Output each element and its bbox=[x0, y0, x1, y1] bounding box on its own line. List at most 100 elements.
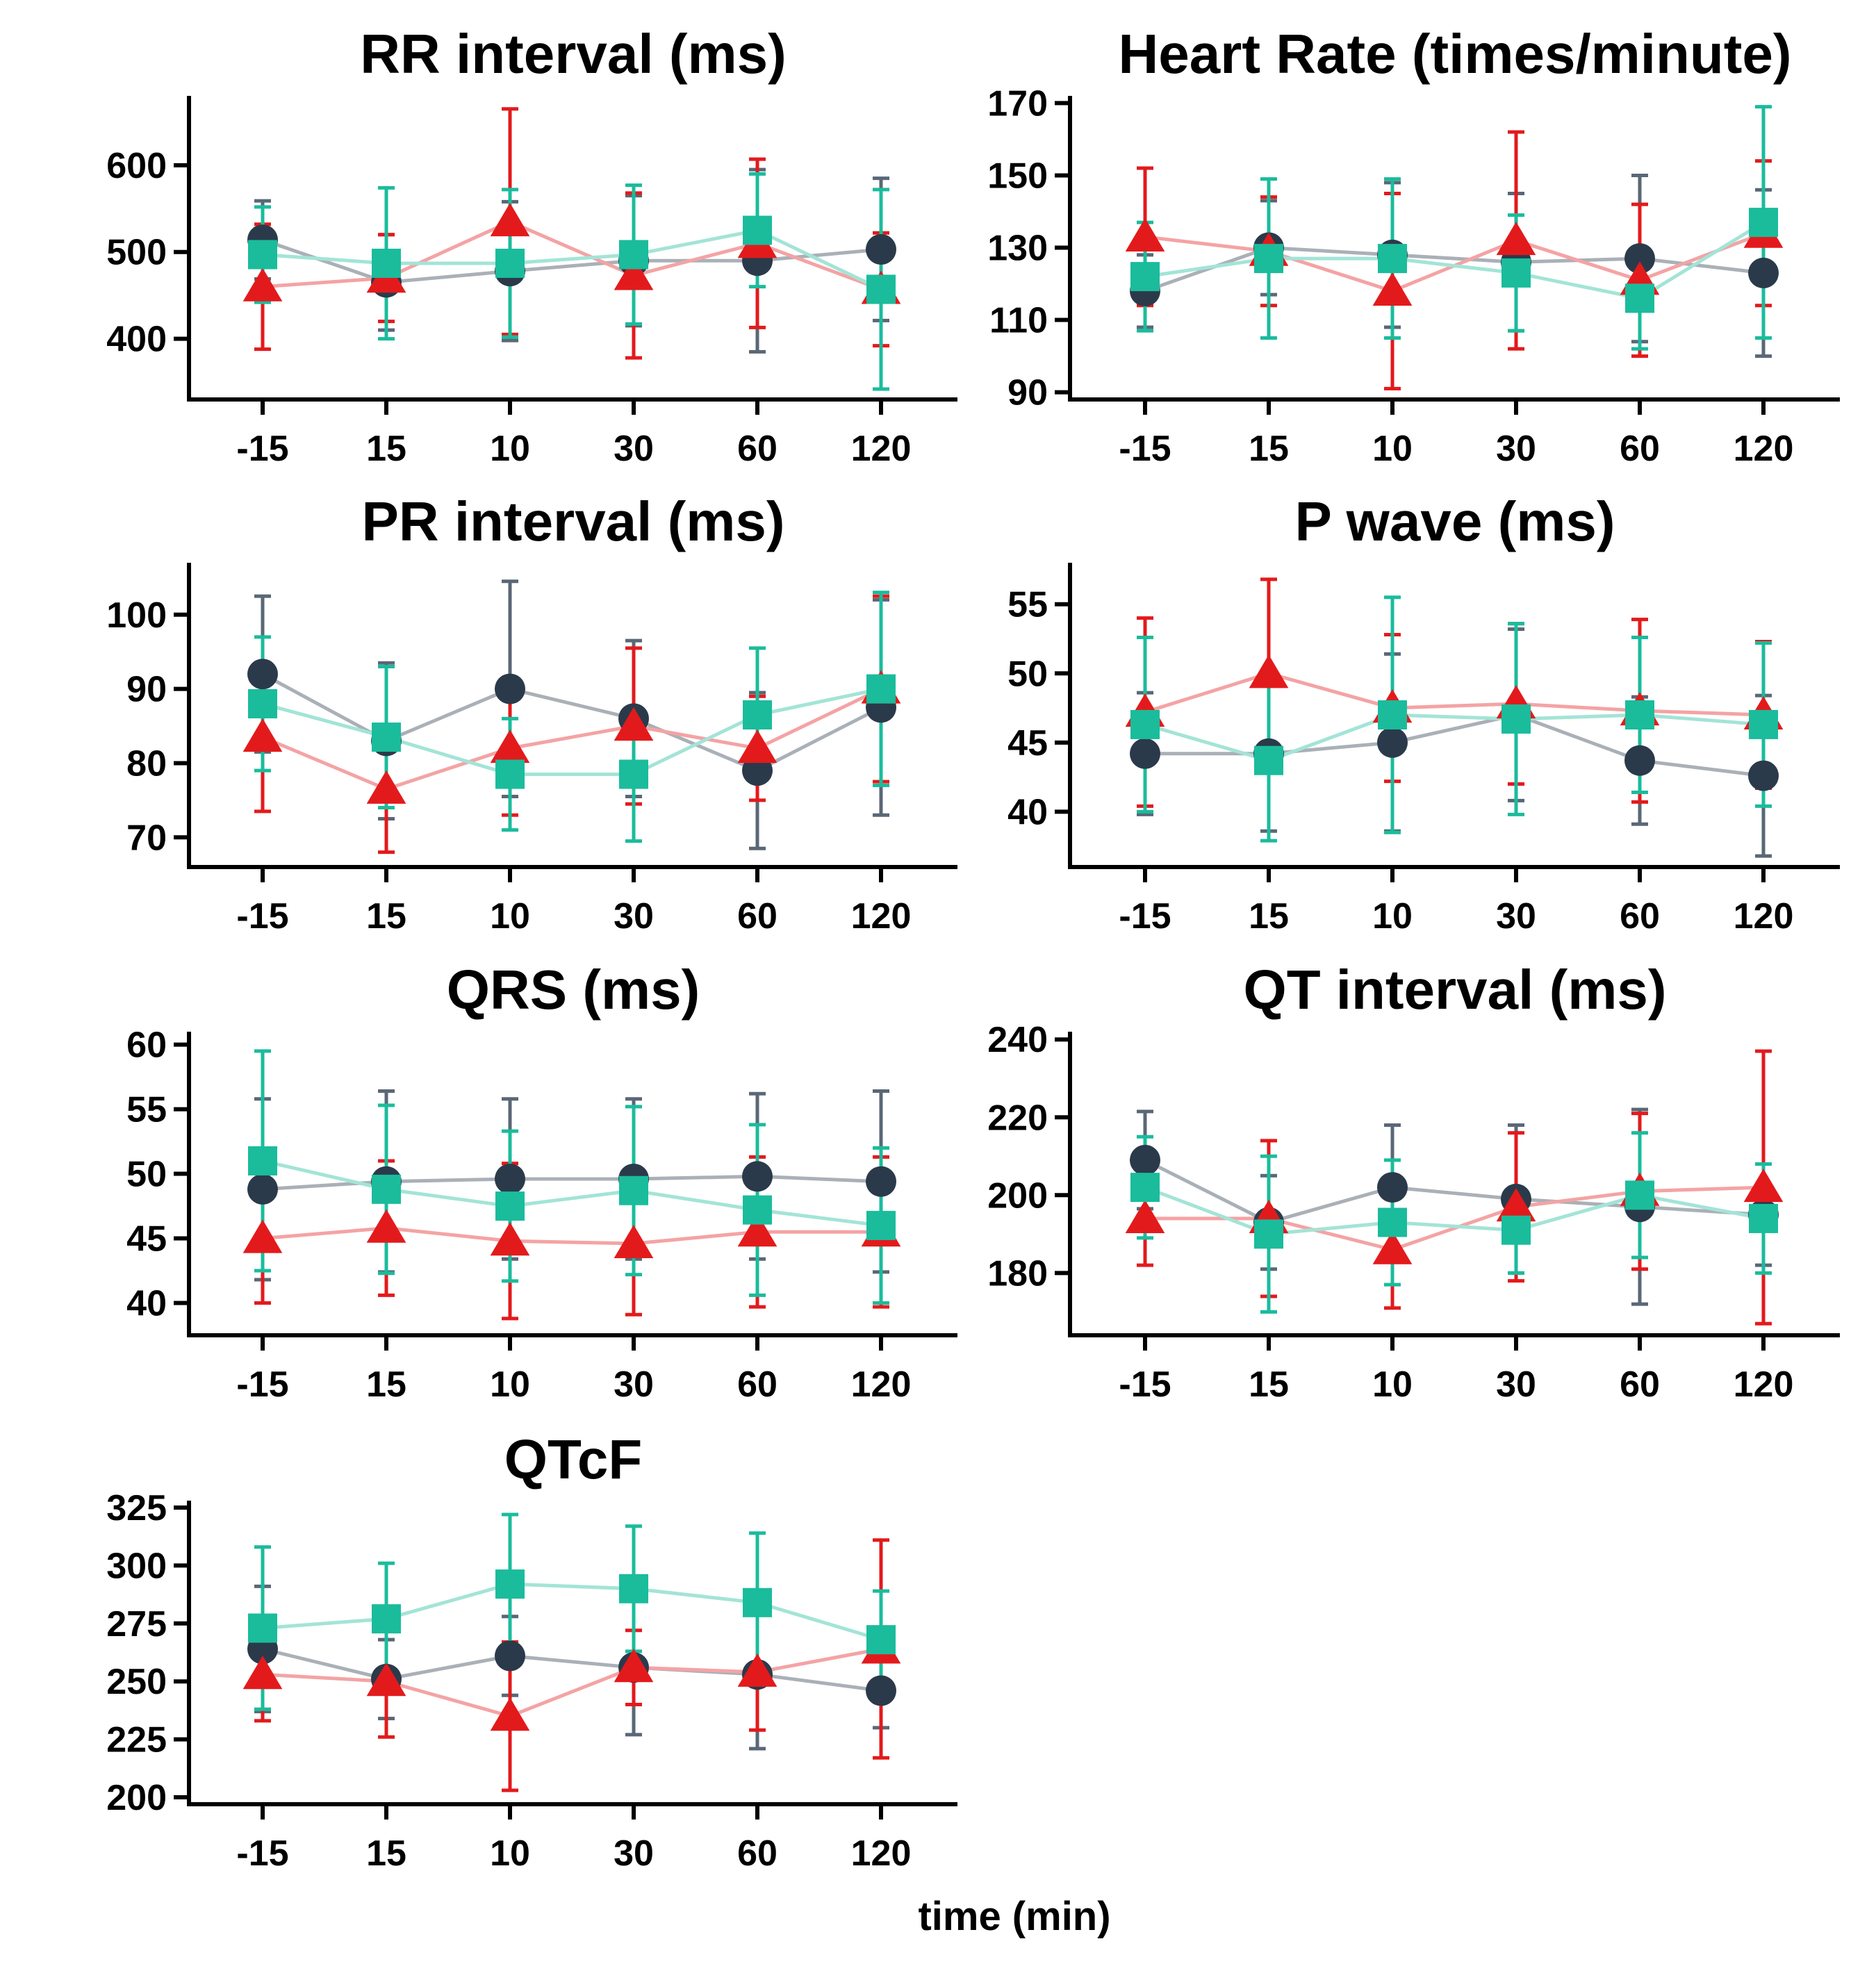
series-line-circle bbox=[1144, 1158, 1764, 1225]
y-tick-label: 500 bbox=[106, 233, 167, 273]
y-tick-label: 325 bbox=[106, 1488, 167, 1528]
data-point-square bbox=[495, 1569, 525, 1599]
error-bars-circle bbox=[254, 579, 889, 850]
x-tick-label: -15 bbox=[236, 896, 288, 937]
data-point-triangle bbox=[242, 718, 283, 752]
x-tick-label: 10 bbox=[490, 1833, 530, 1874]
data-point-square bbox=[495, 1191, 525, 1221]
chart-panel: QT interval (ms) 180 200 220 240 -15 15 10 30 60 1… bbox=[987, 959, 1840, 1405]
series-points-triangle bbox=[242, 670, 901, 804]
series-line-triangle bbox=[1145, 1185, 1764, 1252]
y-tick-label: 300 bbox=[106, 1546, 167, 1586]
error-bars-circle bbox=[254, 1584, 889, 1751]
series-line-triangle bbox=[262, 687, 882, 791]
data-point-square bbox=[619, 1175, 648, 1205]
data-point-square bbox=[1625, 700, 1654, 729]
series-points-square bbox=[248, 215, 896, 304]
y-tick-label: 600 bbox=[106, 146, 167, 186]
x-tick-label: 120 bbox=[1734, 1364, 1794, 1405]
data-point-square bbox=[1254, 1219, 1283, 1249]
x-tick-label: 15 bbox=[1249, 429, 1289, 469]
data-point-square bbox=[1130, 709, 1160, 739]
data-point-triangle bbox=[366, 1209, 406, 1243]
data-point-square bbox=[372, 1604, 401, 1634]
data-point-triangle bbox=[490, 1222, 530, 1256]
data-point-square bbox=[1749, 1203, 1778, 1233]
error-bars-square bbox=[1137, 1131, 1772, 1314]
data-point-circle bbox=[1377, 1172, 1408, 1203]
y-tick-label: 180 bbox=[987, 1253, 1048, 1294]
error-bars-triangle bbox=[254, 107, 889, 360]
series-line-square bbox=[262, 687, 882, 776]
series-points-circle bbox=[1130, 232, 1779, 306]
data-point-square bbox=[248, 240, 277, 270]
panel-title: Heart Rate (times/minute) bbox=[1118, 23, 1791, 85]
y-tick-label: 80 bbox=[126, 743, 167, 784]
data-point-square bbox=[866, 1625, 896, 1655]
y-tick-label: 40 bbox=[126, 1284, 167, 1324]
x-tick-label: 15 bbox=[1249, 1364, 1289, 1405]
data-point-triangle bbox=[737, 1653, 777, 1687]
data-point-square bbox=[1501, 1215, 1531, 1245]
data-point-triangle bbox=[1743, 1169, 1784, 1203]
data-point-circle bbox=[1624, 745, 1655, 776]
data-point-square bbox=[866, 674, 896, 704]
error-bars-triangle bbox=[1137, 577, 1772, 808]
series-points-circle bbox=[247, 659, 896, 786]
series-line-circle bbox=[1144, 245, 1764, 293]
data-point-square bbox=[495, 759, 525, 789]
x-tick-label: 60 bbox=[1620, 1364, 1660, 1405]
panel-title: RR interval (ms) bbox=[360, 23, 786, 85]
data-point-triangle bbox=[366, 1663, 406, 1697]
x-tick-label: -15 bbox=[1119, 896, 1171, 937]
data-point-square bbox=[372, 723, 401, 752]
data-point-square bbox=[1254, 745, 1283, 775]
x-tick-label: 60 bbox=[737, 1364, 777, 1405]
series-line-square bbox=[262, 1159, 882, 1228]
x-tick-label: -15 bbox=[1119, 429, 1171, 469]
y-tick-label: 240 bbox=[987, 1020, 1048, 1060]
data-point-circle bbox=[1748, 760, 1779, 791]
data-point-triangle bbox=[242, 267, 283, 302]
series-points-square bbox=[248, 674, 896, 789]
x-tick-label: 120 bbox=[1734, 429, 1794, 469]
data-point-square bbox=[1130, 262, 1160, 292]
error-bars-square bbox=[254, 591, 889, 843]
series-points-square bbox=[248, 1146, 896, 1240]
x-tick-label: 120 bbox=[851, 896, 912, 937]
x-tick-label: 10 bbox=[490, 896, 530, 937]
series-line-square bbox=[262, 228, 882, 291]
series-line-circle bbox=[1145, 713, 1764, 778]
data-point-square bbox=[743, 700, 772, 729]
data-point-triangle bbox=[490, 729, 530, 764]
data-point-circle bbox=[1377, 727, 1408, 758]
x-tick-label: 15 bbox=[366, 1364, 406, 1405]
series-points-square bbox=[1130, 208, 1778, 313]
data-point-square bbox=[743, 1587, 772, 1617]
y-tick-label: 70 bbox=[126, 818, 167, 858]
data-point-triangle bbox=[737, 1213, 777, 1247]
data-point-square bbox=[1130, 1173, 1160, 1203]
series-line-triangle bbox=[262, 1226, 881, 1246]
x-tick-label: 30 bbox=[614, 429, 654, 469]
y-tick-label: 130 bbox=[987, 229, 1048, 269]
data-point-circle bbox=[495, 673, 525, 704]
x-tick-label: -15 bbox=[236, 1364, 288, 1405]
data-point-circle bbox=[495, 1640, 525, 1672]
x-tick-label: 120 bbox=[1734, 896, 1794, 937]
y-tick-label: 50 bbox=[126, 1155, 167, 1195]
series-line-circle bbox=[261, 673, 882, 773]
data-point-triangle bbox=[614, 1224, 654, 1259]
data-point-circle bbox=[742, 1161, 773, 1192]
data-point-square bbox=[248, 1613, 277, 1643]
series-line-triangle bbox=[262, 220, 882, 291]
y-tick-label: 275 bbox=[106, 1604, 167, 1644]
panel-title: QTcF bbox=[504, 1428, 643, 1490]
series-line-triangle bbox=[1144, 671, 1764, 717]
series-points-square bbox=[1130, 700, 1778, 775]
x-tick-label: -15 bbox=[1119, 1364, 1171, 1405]
data-point-triangle bbox=[737, 729, 777, 764]
series-line-circle bbox=[262, 1647, 882, 1693]
x-tick-label: 60 bbox=[737, 896, 777, 937]
